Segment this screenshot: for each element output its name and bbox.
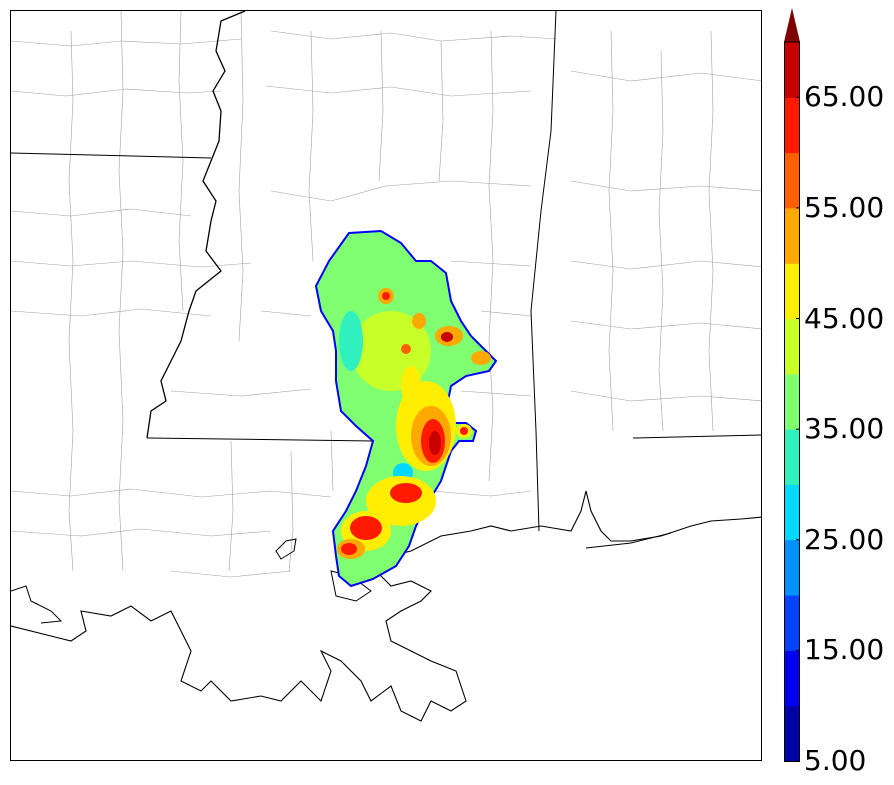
- colorbar-band: [784, 152, 800, 209]
- atchafalaya-basin: [11, 585, 63, 624]
- barrier-islands: [585, 532, 672, 549]
- colorbar-band: [784, 263, 800, 320]
- field-orange-region: [471, 351, 491, 365]
- colorbar-band: [784, 42, 800, 98]
- colorbar-tick-label: 25.00: [804, 522, 885, 556]
- colorbar-band: [784, 539, 800, 596]
- colorbar-band: [784, 207, 800, 264]
- coastline: [11, 490, 761, 722]
- colorbar-band: [784, 595, 800, 651]
- colorbar-tick-label: 15.00: [804, 633, 885, 667]
- rain-field: [314, 229, 498, 588]
- colorbar-band: [784, 429, 800, 485]
- field-orange-region: [412, 313, 426, 329]
- field-yellow-region: [401, 366, 421, 406]
- colorbar-band: [784, 97, 800, 154]
- colorbar-border: [784, 41, 800, 762]
- colorbar-tick-label: 45.00: [804, 301, 885, 335]
- field-red-core: [382, 292, 390, 300]
- colorbar-extend-arrow: [784, 8, 800, 42]
- colorbar-band: [784, 650, 800, 707]
- colorbar-tick-label: 65.00: [804, 80, 885, 114]
- colorbar: [784, 8, 800, 762]
- field-orange-region: [401, 344, 411, 354]
- colorbar-tick-label: 35.00: [804, 412, 885, 446]
- map-panel: [10, 10, 762, 761]
- field-darkred-core: [429, 431, 441, 455]
- colorbar-band: [784, 373, 800, 430]
- colorbar-bands: [784, 42, 800, 762]
- map-canvas: [11, 11, 761, 722]
- field-red-core: [350, 516, 382, 540]
- field-red-core: [441, 332, 453, 342]
- colorbar-tick-label: 55.00: [804, 190, 885, 224]
- field-red-core: [390, 483, 422, 503]
- colorbar-band: [784, 318, 800, 375]
- colorbar-band: [784, 484, 800, 541]
- field-red-core: [341, 543, 357, 555]
- colorbar-tick-label: 5.00: [804, 744, 867, 777]
- field-red-core: [460, 427, 468, 435]
- field-cyan-patch: [339, 311, 363, 371]
- county-boundaries: [11, 11, 761, 578]
- mississippi-river: [146, 11, 246, 439]
- colorbar-band: [784, 705, 800, 762]
